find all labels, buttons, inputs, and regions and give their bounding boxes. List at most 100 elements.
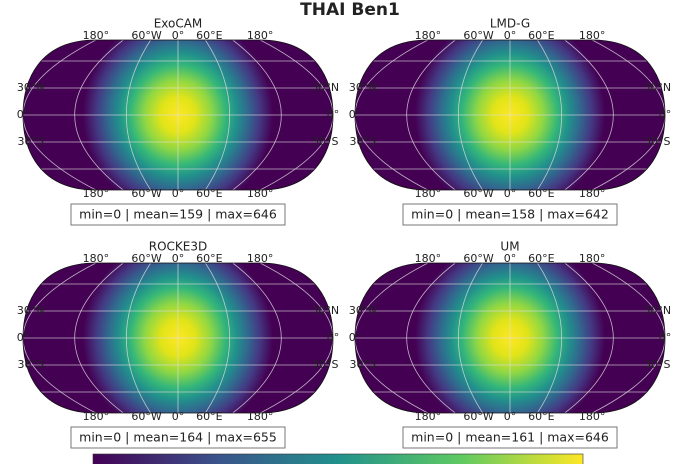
panel-title: LMD-G <box>490 17 530 31</box>
meridian <box>537 263 563 413</box>
meridian <box>125 40 151 190</box>
colorbar <box>92 453 584 464</box>
map-field <box>23 40 333 190</box>
lat-label: 30°S <box>644 135 670 148</box>
lon-label: 180° <box>579 187 606 200</box>
figure-title: THAI Ben1 <box>300 0 400 20</box>
lon-label: 0° <box>172 252 185 265</box>
lat-label: 0° <box>17 108 30 121</box>
lat-label: 30°S <box>18 358 44 371</box>
meridian <box>537 40 563 190</box>
lat-label: 30°N <box>311 304 339 317</box>
lat-label: 30°N <box>311 81 339 94</box>
lat-label: 0° <box>659 108 672 121</box>
lon-label: 180° <box>83 252 110 265</box>
lon-label: 180° <box>247 29 274 42</box>
lat-label: 0° <box>327 108 340 121</box>
lat-label: 30°S <box>312 358 338 371</box>
meridian <box>564 263 614 413</box>
lon-label: 60°E <box>528 410 554 423</box>
stats-text: min=0 | mean=164 | max=655 <box>79 430 277 445</box>
lon-label: 180° <box>579 29 606 42</box>
lon-label: 60°W <box>463 410 493 423</box>
stats-box <box>70 426 286 449</box>
lon-label: 60°E <box>528 252 554 265</box>
lon-label: 180° <box>415 252 442 265</box>
meridian <box>125 263 151 413</box>
lon-label: 0° <box>504 252 517 265</box>
panel-title: ExoCAM <box>154 17 203 31</box>
lon-label: 0° <box>172 187 185 200</box>
lon-label: 180° <box>415 187 442 200</box>
lon-label: 180° <box>83 410 110 423</box>
lat-label: 0° <box>349 108 362 121</box>
lat-label: 30°N <box>349 81 377 94</box>
lon-label: 180° <box>415 29 442 42</box>
lon-label: 180° <box>247 187 274 200</box>
lon-label: 180° <box>83 29 110 42</box>
meridian <box>74 263 124 413</box>
meridian <box>232 40 282 190</box>
lon-label: 60°E <box>196 29 222 42</box>
map-outline <box>354 262 666 414</box>
lat-label: 30°N <box>349 304 377 317</box>
lon-label: 60°E <box>196 252 222 265</box>
stats-box <box>402 426 618 449</box>
meridian <box>406 40 456 190</box>
lat-label: 30°S <box>350 358 376 371</box>
lat-label: 0° <box>659 331 672 344</box>
meridian <box>205 263 231 413</box>
lon-label: 180° <box>415 410 442 423</box>
lon-label: 60°W <box>463 252 493 265</box>
lat-label: 30°N <box>643 81 671 94</box>
map-panel: ExoCAM 180° 180° 60°W 60°W 0° 0° 60°E 60°E 180° 18… <box>17 17 340 226</box>
map-panel: ROCKE3D 180° 180° 60°W 60°W 0° 0° 60°E 60°E 180° 1… <box>17 240 339 449</box>
lon-label: 180° <box>247 410 274 423</box>
meridian <box>406 263 456 413</box>
lon-label: 60°W <box>463 29 493 42</box>
lon-label: 60°E <box>528 187 554 200</box>
panel-title: ROCKE3D <box>149 240 208 254</box>
map-field <box>355 263 665 413</box>
map-field <box>23 263 333 413</box>
map-outline <box>354 39 666 191</box>
lon-label: 180° <box>579 410 606 423</box>
lon-label: 60°W <box>131 252 161 265</box>
lat-label: 30°S <box>312 135 338 148</box>
lon-label: 0° <box>504 187 517 200</box>
stats-box <box>402 203 618 226</box>
map-field <box>355 40 665 190</box>
stats-box <box>70 203 286 226</box>
lon-label: 180° <box>247 252 274 265</box>
lat-label: 30°S <box>350 135 376 148</box>
stats-text: min=0 | mean=159 | max=646 <box>79 207 277 222</box>
lon-label: 0° <box>504 410 517 423</box>
map-outline <box>22 262 334 414</box>
lon-label: 60°E <box>196 410 222 423</box>
meridian <box>457 263 483 413</box>
lon-label: 180° <box>579 252 606 265</box>
map-panel: UM 180° 180° 60°W 60°W 0° 0° 60°E 60°E 180° 180° 30… <box>349 240 672 449</box>
meridian <box>74 40 124 190</box>
lon-label: 0° <box>504 29 517 42</box>
lon-label: 0° <box>172 410 185 423</box>
lon-label: 60°E <box>528 29 554 42</box>
map-panel: LMD-G 180° 180° 60°W 60°W 0° 0° 60°E 60°E 180° 180… <box>349 17 672 226</box>
lon-label: 60°W <box>463 187 493 200</box>
lon-label: 60°E <box>196 187 222 200</box>
meridian <box>232 263 282 413</box>
lat-label: 30°N <box>17 81 45 94</box>
panel-title: UM <box>500 240 519 254</box>
lat-label: 30°N <box>17 304 45 317</box>
meridian <box>457 40 483 190</box>
map-outline <box>22 39 334 191</box>
lon-label: 60°W <box>131 187 161 200</box>
meridian <box>205 40 231 190</box>
lon-label: 60°W <box>131 410 161 423</box>
stats-text: min=0 | mean=158 | max=642 <box>411 207 609 222</box>
lat-label: 30°S <box>644 358 670 371</box>
lon-label: 60°W <box>131 29 161 42</box>
lat-label: 0° <box>17 331 30 344</box>
lon-label: 0° <box>172 29 185 42</box>
